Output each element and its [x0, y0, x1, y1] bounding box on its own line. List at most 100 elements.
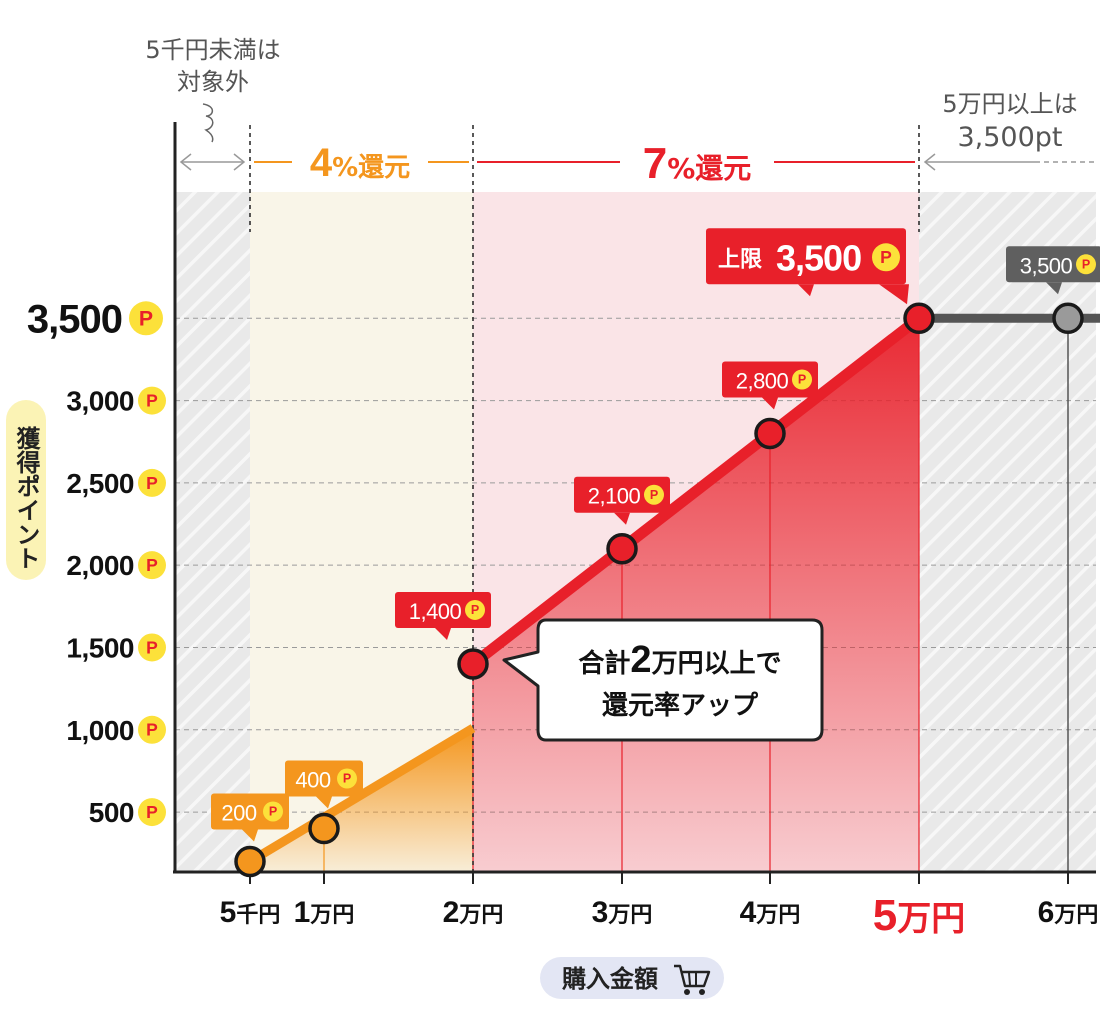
above-max-note-line1: 5万円以上は	[942, 90, 1077, 118]
point-coin-letter: P	[146, 637, 158, 657]
x-tick-number: 6	[1038, 896, 1055, 929]
point-label-bg	[574, 476, 670, 513]
x-tick-number: 3	[592, 896, 609, 929]
y-tick-label: 2,000	[66, 550, 134, 581]
data-point	[1052, 302, 1084, 335]
cap-label-prefix: 上限	[718, 247, 762, 272]
point-label-bg	[395, 591, 491, 628]
point-coin-letter: P	[146, 802, 158, 822]
y-tick-label: 1,500	[66, 632, 134, 663]
data-point	[903, 302, 935, 335]
point-label	[722, 361, 818, 410]
rate-4pct-label: 4%還元	[310, 141, 410, 185]
rate-7pct-label: 7%還元	[643, 139, 752, 188]
x-tick-label: 6万円	[1038, 896, 1099, 929]
arrow-head	[233, 153, 246, 171]
point-coin-letter: P	[139, 306, 153, 330]
y-coin-icon	[138, 715, 166, 744]
y-tick-label: 500	[89, 797, 134, 828]
point-coin-icon	[1076, 254, 1096, 275]
y-coin-icon	[138, 551, 166, 580]
point-label-tail	[242, 829, 258, 842]
point-label-tail	[316, 796, 332, 809]
cart-icon	[674, 964, 711, 995]
y-axis-label: 獲得ポイント	[12, 426, 41, 570]
region-below-min	[175, 192, 250, 872]
point-coin-icon	[263, 801, 283, 822]
point-coin-letter: P	[880, 247, 892, 267]
arrow-head	[923, 153, 936, 171]
below-min-note-line1: 5千円未満は	[145, 36, 280, 64]
x-tick-unit: 万円	[897, 899, 965, 939]
arrow-head	[179, 153, 192, 171]
point-coin-letter: P	[471, 603, 479, 617]
data-point	[754, 417, 786, 450]
point-coin-icon	[872, 243, 900, 272]
rate-text: %還元	[667, 152, 751, 185]
point-coin-letter: P	[146, 390, 158, 410]
x-tick-number: 5	[220, 896, 237, 929]
rate-number: 4	[310, 141, 333, 185]
point-label-value: 400	[295, 768, 330, 793]
x-tick-number: 1	[294, 896, 311, 929]
point-coin-icon	[465, 599, 485, 620]
line-7pct	[467, 312, 925, 670]
point-label-tail	[1046, 282, 1062, 295]
point-coin-icon	[337, 768, 357, 789]
y-tick-label: 2,500	[66, 468, 134, 499]
cap-label	[706, 228, 906, 297]
y-tick-label: 1,000	[66, 715, 134, 746]
point-label-bg	[722, 361, 818, 398]
x-tick-label: 1万円	[294, 896, 355, 929]
rate-text: %還元	[332, 153, 410, 183]
point-label	[395, 591, 491, 640]
y-coin-icon	[138, 633, 166, 662]
x-tick-label: 5千円	[220, 896, 281, 929]
x-tick-unit: 万円	[755, 903, 800, 928]
point-coin-letter: P	[146, 473, 158, 493]
x-tick-label: 4万円	[740, 896, 801, 929]
x-tick-label: 3万円	[592, 896, 653, 929]
point-label-tail	[762, 397, 778, 410]
point-coin-icon	[644, 484, 664, 505]
y-tick-label: 3,500	[27, 297, 122, 341]
point-label	[1006, 246, 1100, 295]
point-coin-icon	[792, 369, 812, 390]
rate-number: 7	[643, 139, 667, 188]
y-coin-icon	[129, 301, 163, 336]
x-tick-number: 5	[873, 891, 897, 940]
callout-text: 2	[630, 639, 651, 681]
point-label-value: 1,400	[409, 599, 462, 624]
callout-box	[502, 618, 824, 742]
x-axis-label: 購入金額	[562, 965, 658, 993]
x-tick-number: 4	[740, 896, 757, 929]
point-coin-letter: P	[650, 488, 658, 502]
callout-line1: 合計2万円以上で	[578, 639, 781, 681]
y-coin-icon	[138, 798, 166, 827]
y-coin-icon	[138, 386, 166, 415]
point-coin-letter: P	[1082, 257, 1090, 271]
x-tick-unit: 万円	[1053, 903, 1098, 928]
point-label-value: 3,500	[1020, 253, 1073, 278]
point-label	[574, 476, 670, 525]
x-tick-label: 2万円	[443, 896, 504, 929]
point-coin-letter: P	[343, 772, 351, 786]
cap-label-value: 3,500	[776, 237, 861, 278]
point-coin-letter: P	[269, 805, 277, 819]
point-coin-letter: P	[146, 555, 158, 575]
y-coin-icon	[138, 468, 166, 497]
x-tick-number: 2	[443, 896, 460, 929]
x-tick-unit: 千円	[236, 903, 280, 928]
callout-text: 合計	[578, 648, 630, 679]
above-max-note-line2: 3,500pt	[957, 122, 1062, 153]
x-tick-unit: 万円	[458, 903, 503, 928]
region-above-max	[919, 192, 1096, 872]
point-coin-letter: P	[798, 373, 806, 387]
squiggle-icon	[202, 103, 214, 143]
cap-label-tail	[879, 284, 909, 305]
point-coin-letter: P	[146, 720, 158, 740]
point-label-bg	[1006, 246, 1100, 283]
